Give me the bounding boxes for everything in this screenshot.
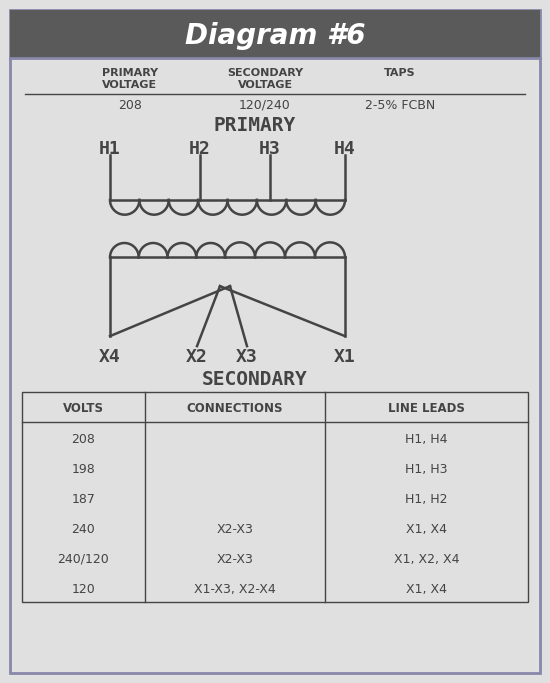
- Text: 120/240: 120/240: [239, 99, 291, 112]
- Text: X2-X3: X2-X3: [217, 553, 254, 566]
- Text: 120: 120: [72, 583, 95, 596]
- Text: H3: H3: [259, 140, 281, 158]
- Text: LINE LEADS: LINE LEADS: [388, 402, 465, 415]
- Text: X2: X2: [186, 348, 208, 366]
- Text: Diagram #6: Diagram #6: [185, 22, 365, 50]
- Text: PRIMARY: PRIMARY: [214, 116, 296, 135]
- Text: 187: 187: [72, 492, 96, 505]
- Text: X1, X4: X1, X4: [406, 522, 447, 535]
- Text: 208: 208: [118, 99, 142, 112]
- Text: VOLTS: VOLTS: [63, 402, 104, 415]
- Text: 208: 208: [72, 432, 96, 445]
- Text: X1-X3, X2-X4: X1-X3, X2-X4: [194, 583, 276, 596]
- Text: 240: 240: [72, 522, 95, 535]
- Text: H2: H2: [189, 140, 211, 158]
- Text: X1, X2, X4: X1, X2, X4: [394, 553, 459, 566]
- Text: X1: X1: [334, 348, 356, 366]
- Bar: [10, 10, 540, 58]
- Text: H1, H2: H1, H2: [405, 492, 448, 505]
- Text: 198: 198: [72, 462, 95, 475]
- Text: X3: X3: [236, 348, 258, 366]
- Text: 240/120: 240/120: [58, 553, 109, 566]
- Text: H1, H4: H1, H4: [405, 432, 448, 445]
- Text: SECONDARY: SECONDARY: [202, 370, 308, 389]
- Text: PRIMARY
VOLTAGE: PRIMARY VOLTAGE: [102, 68, 158, 90]
- Text: X2-X3: X2-X3: [217, 522, 254, 535]
- Bar: [22, 392, 528, 602]
- Text: SECONDARY
VOLTAGE: SECONDARY VOLTAGE: [227, 68, 303, 90]
- Text: H1: H1: [99, 140, 121, 158]
- Text: CONNECTIONS: CONNECTIONS: [187, 402, 283, 415]
- Text: X4: X4: [99, 348, 121, 366]
- Text: TAPS: TAPS: [384, 68, 416, 78]
- Text: 2-5% FCBN: 2-5% FCBN: [365, 99, 435, 112]
- Text: H1, H3: H1, H3: [405, 462, 448, 475]
- Text: H4: H4: [334, 140, 356, 158]
- Text: X1, X4: X1, X4: [406, 583, 447, 596]
